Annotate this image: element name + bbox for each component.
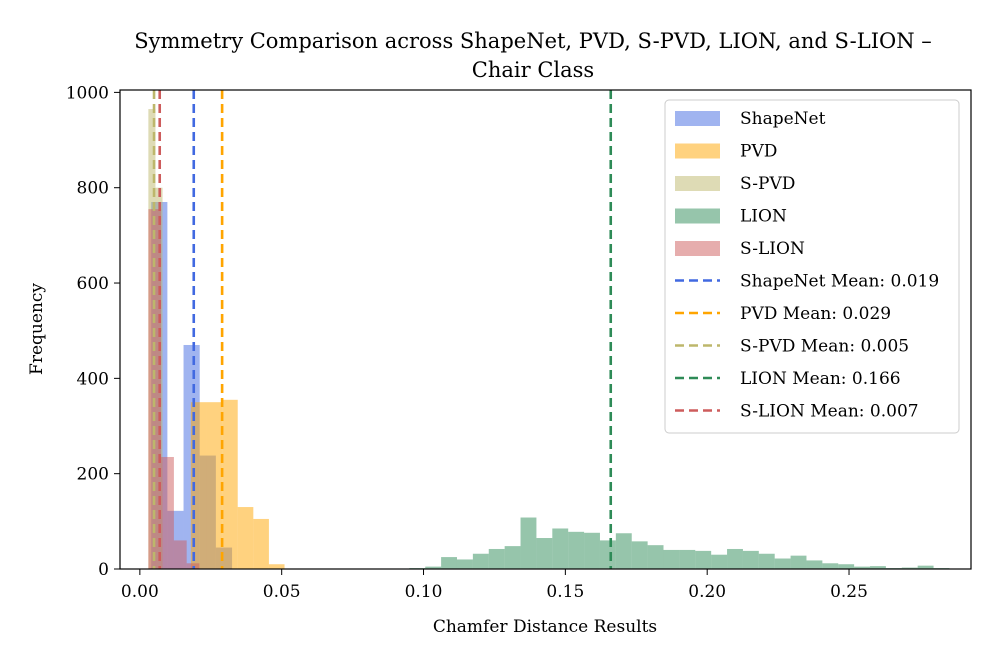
bar-lion bbox=[520, 517, 537, 569]
bar-lion bbox=[472, 553, 489, 569]
bar-lion bbox=[584, 532, 600, 569]
legend-label-s-lion-mean: S-LION Mean: 0.007 bbox=[740, 402, 919, 422]
x-axis-ticks: 0.00 0.05 0.10 0.15 0.20 0.25 bbox=[121, 569, 868, 602]
chart-title: Symmetry Comparison across ShapeNet, PVD… bbox=[134, 29, 932, 82]
bar-lion bbox=[758, 553, 775, 569]
bar-lion bbox=[870, 566, 886, 569]
bar-lion bbox=[774, 558, 791, 569]
y-tick-label: 400 bbox=[77, 369, 109, 389]
legend-label-s-pvd: S-PVD bbox=[740, 174, 795, 194]
bar-lion bbox=[456, 559, 473, 569]
legend-label-s-pvd-mean: S-PVD Mean: 0.005 bbox=[740, 337, 909, 357]
bar-lion bbox=[536, 538, 553, 569]
x-tick-label: 0.25 bbox=[830, 582, 868, 602]
y-tick-label: 1000 bbox=[66, 83, 109, 103]
bar-pvd bbox=[268, 564, 285, 569]
x-tick-label: 0.20 bbox=[688, 582, 726, 602]
bar-pvd bbox=[237, 507, 254, 569]
y-axis-label: Frequency bbox=[27, 283, 47, 375]
bar-lion bbox=[822, 563, 839, 569]
legend-swatch-pvd bbox=[675, 143, 720, 159]
bar-s-lion bbox=[161, 456, 174, 569]
legend-swatch-lion bbox=[675, 208, 720, 224]
chart-title-line-2: Chair Class bbox=[472, 58, 594, 82]
bar-lion bbox=[679, 549, 696, 569]
y-tick-label: 800 bbox=[77, 179, 109, 199]
y-axis-ticks: 0 200 400 600 800 1000 bbox=[66, 83, 120, 580]
bar-lion bbox=[615, 533, 632, 569]
bar-s-lion bbox=[173, 540, 187, 569]
legend-label-shapenet: ShapeNet bbox=[740, 109, 826, 129]
legend-box bbox=[664, 99, 960, 434]
chart-title-line-1: Symmetry Comparison across ShapeNet, PVD… bbox=[134, 29, 932, 53]
bar-lion bbox=[425, 566, 442, 569]
series-lion bbox=[409, 517, 950, 569]
legend: ShapeNet PVD S-PVD LION S-LION ShapeNet Mean:… bbox=[664, 99, 960, 434]
bar-lion bbox=[441, 557, 457, 569]
y-tick-label: 0 bbox=[98, 560, 109, 580]
y-tick-label: 200 bbox=[77, 465, 109, 485]
bar-lion bbox=[663, 549, 680, 569]
y-tick-label: 600 bbox=[77, 274, 109, 294]
bar-lion bbox=[599, 540, 616, 569]
bar-lion bbox=[790, 555, 807, 569]
bar-lion bbox=[552, 528, 569, 569]
bar-lion bbox=[917, 565, 934, 569]
bar-lion bbox=[488, 548, 505, 569]
plot-area-frame bbox=[119, 89, 972, 570]
bar-lion bbox=[647, 545, 664, 569]
bar-lion bbox=[568, 531, 585, 569]
legend-label-s-lion: S-LION bbox=[740, 239, 805, 259]
bar-lion bbox=[631, 541, 648, 569]
bar-lion bbox=[727, 548, 743, 569]
bar-lion bbox=[695, 550, 712, 569]
bar-lion bbox=[854, 566, 871, 569]
legend-label-lion-mean: LION Mean: 0.166 bbox=[740, 369, 901, 389]
bar-lion bbox=[838, 564, 855, 569]
legend-label-pvd-mean: PVD Mean: 0.029 bbox=[740, 304, 891, 324]
legend-label-pvd: PVD bbox=[740, 142, 777, 162]
bar-lion bbox=[504, 546, 521, 569]
mean-lines bbox=[152, 90, 613, 569]
bar-lion bbox=[711, 554, 728, 569]
series-pvd bbox=[190, 399, 285, 569]
bar-lion bbox=[806, 560, 823, 569]
legend-swatch-shapenet bbox=[675, 111, 720, 126]
bar-pvd bbox=[222, 399, 238, 569]
bar-pvd bbox=[206, 402, 223, 569]
legend-label-lion: LION bbox=[740, 207, 787, 227]
x-tick-label: 0.15 bbox=[546, 582, 584, 602]
legend-swatch-s-lion bbox=[675, 241, 720, 256]
x-tick-label: 0.10 bbox=[405, 582, 443, 602]
bar-lion bbox=[742, 550, 759, 569]
bar-pvd bbox=[253, 518, 269, 569]
bar-lion bbox=[901, 567, 918, 569]
x-tick-label: 0.05 bbox=[263, 582, 301, 602]
x-axis-label: Chamfer Distance Results bbox=[433, 617, 657, 637]
legend-swatch-s-pvd bbox=[675, 176, 720, 191]
legend-label-shapenet-mean: ShapeNet Mean: 0.019 bbox=[740, 272, 939, 292]
x-tick-label: 0.00 bbox=[121, 582, 159, 602]
